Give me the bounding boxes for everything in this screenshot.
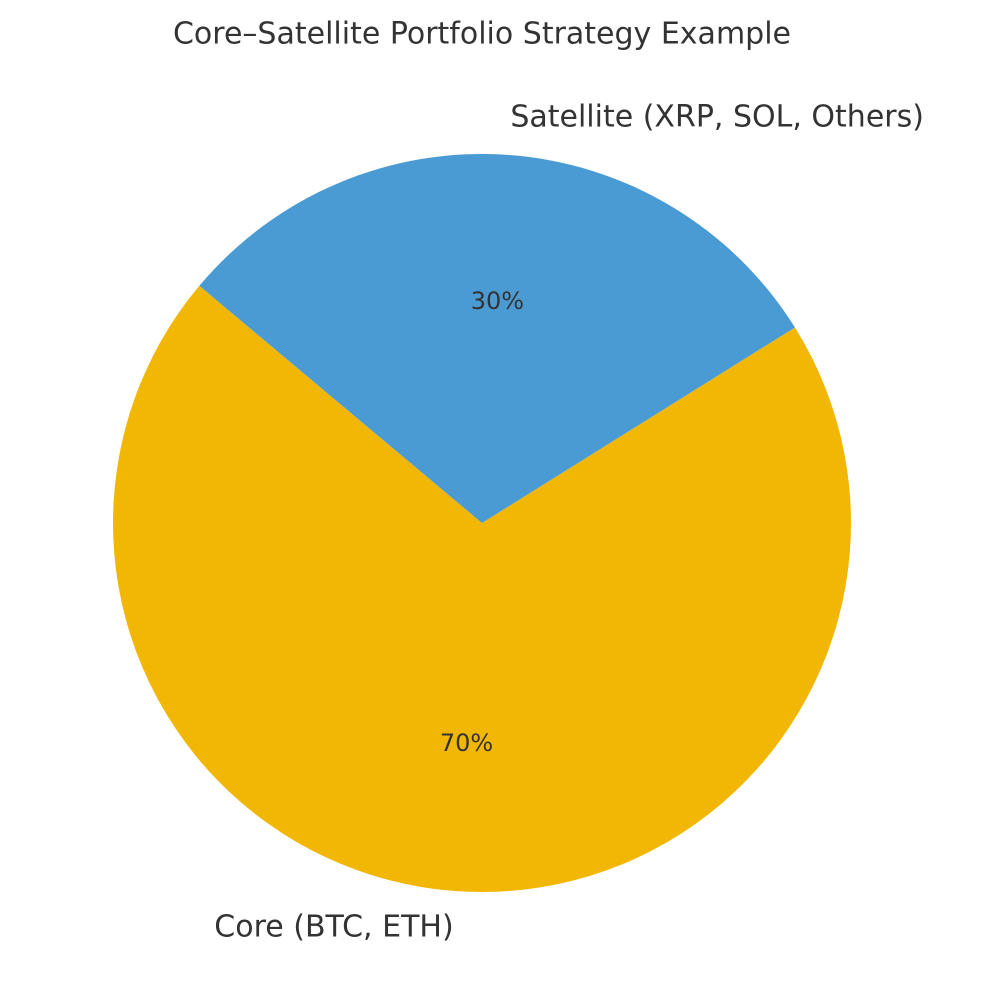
slice-label: Core (BTC, ETH) — [214, 909, 453, 944]
chart-title: Core–Satellite Portfolio Strategy Exampl… — [173, 17, 791, 52]
pie-slice — [113, 285, 852, 892]
value-label: 70% — [440, 729, 493, 757]
slice-label: Satellite (XRP, SOL, Others) — [510, 100, 924, 135]
value-label: 30% — [471, 287, 524, 315]
pie-slice — [199, 154, 795, 523]
